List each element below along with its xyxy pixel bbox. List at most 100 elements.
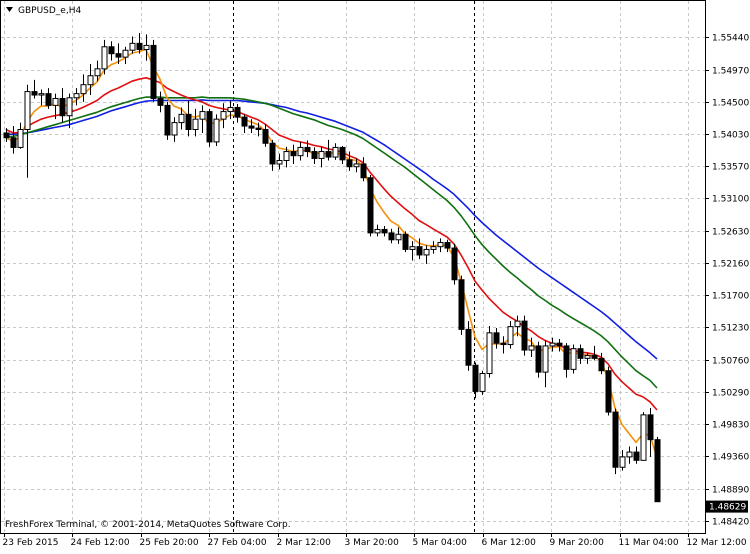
candle-body-bull [507, 326, 514, 346]
candle [185, 100, 192, 137]
candle [241, 114, 248, 133]
candle-body-bull [570, 348, 577, 370]
candle-body-bull [52, 97, 59, 106]
candle-body-bear [325, 151, 332, 158]
candle-body-bull [479, 372, 486, 392]
candle-body-bull [24, 91, 31, 130]
candle [318, 146, 325, 168]
candle-body-bear [493, 332, 500, 344]
candle-body-bull [437, 242, 444, 248]
candle [143, 34, 150, 61]
candle [528, 337, 535, 357]
x-tick-label: 5 Mar 04:00 [413, 538, 468, 548]
candle-body-bull [38, 93, 45, 96]
candle-body-bull [542, 345, 549, 373]
candle [395, 227, 402, 244]
candle-body-bear [612, 411, 619, 468]
candle-body-bear [458, 279, 465, 330]
candle [535, 341, 542, 378]
candle [248, 119, 255, 133]
candle-body-bear [521, 320, 528, 351]
candle [80, 74, 87, 102]
candle-body-bull [143, 44, 150, 51]
candle-body-bull [619, 456, 626, 468]
plot-border [0, 0, 706, 534]
y-tick-label: 1.54030 [712, 131, 749, 141]
candle [269, 139, 276, 171]
candle [311, 147, 318, 164]
x-tick-label: 6 Mar 12:00 [482, 538, 537, 548]
candle-body-bear [3, 132, 10, 139]
candle [276, 153, 283, 170]
symbol-title: GBPUSD_e,H4 [18, 6, 81, 16]
y-tick-label: 1.53570 [712, 163, 749, 173]
chevron-down-icon[interactable] [6, 7, 13, 12]
candle [584, 352, 591, 364]
candle [31, 79, 38, 99]
candle-body-bull [87, 75, 94, 86]
candle-body-bear [311, 151, 318, 159]
candle [402, 231, 409, 253]
candle-body-bear [164, 104, 171, 136]
candle [549, 337, 556, 352]
candle-body-bear [346, 159, 353, 168]
x-tick-label: 25 Feb 20:00 [140, 538, 199, 548]
candle-body-bull [626, 451, 633, 458]
x-tick-label: 24 Feb 12:00 [71, 538, 130, 548]
candle [234, 103, 241, 123]
candle-body-bull [80, 84, 87, 95]
candle [598, 352, 605, 375]
candle-body-bear [381, 228, 388, 234]
candle-body-bull [276, 160, 283, 165]
candle-body-bull [395, 233, 402, 241]
y-tick-label: 1.51700 [712, 292, 749, 302]
candle-body-bear [206, 111, 213, 143]
candle-body-bull [409, 246, 416, 250]
candle [262, 123, 269, 147]
candle-body-bear [59, 97, 66, 117]
candle-body-bull [297, 146, 304, 157]
y-tick-label: 1.48890 [712, 486, 749, 496]
x-tick-label: 27 Feb 04:00 [208, 538, 267, 548]
candle [339, 146, 346, 164]
candle-body-bear [136, 42, 143, 51]
candle [381, 225, 388, 237]
candle-body-bear [388, 232, 395, 241]
candle [367, 174, 374, 237]
candle [591, 345, 598, 361]
candle-body-bull [101, 46, 108, 70]
candle-body-bear [269, 142, 276, 165]
y-tick-label: 1.55440 [712, 34, 749, 44]
candle [304, 140, 311, 158]
candle-body-bear [402, 233, 409, 250]
candle [164, 101, 171, 140]
candle [52, 93, 59, 120]
candle-body-bear [654, 439, 661, 503]
candle [255, 122, 262, 137]
candle-body-bull [514, 320, 521, 328]
y-tick-label: 1.49830 [712, 421, 749, 431]
y-tick-label: 1.50290 [712, 389, 749, 399]
candle-body-bull [640, 414, 647, 461]
candle [346, 151, 353, 171]
candle [192, 108, 199, 137]
candle [360, 157, 367, 182]
candle [332, 143, 339, 160]
candle-body-bear [556, 342, 563, 347]
candle [430, 241, 437, 254]
candle [129, 36, 136, 54]
candle [409, 241, 416, 261]
candle-body-bear [465, 328, 472, 366]
candle [220, 103, 227, 129]
candle [297, 141, 304, 161]
candle-body-bear [304, 146, 311, 153]
candle-body-bear [444, 242, 451, 249]
y-tick-label: 1.48420 [712, 518, 749, 528]
ma-red-line [5, 77, 658, 411]
candle-body-bear [290, 151, 297, 157]
candles [3, 33, 661, 503]
candle [59, 88, 66, 123]
current-price-label: 1.48629 [709, 503, 746, 513]
